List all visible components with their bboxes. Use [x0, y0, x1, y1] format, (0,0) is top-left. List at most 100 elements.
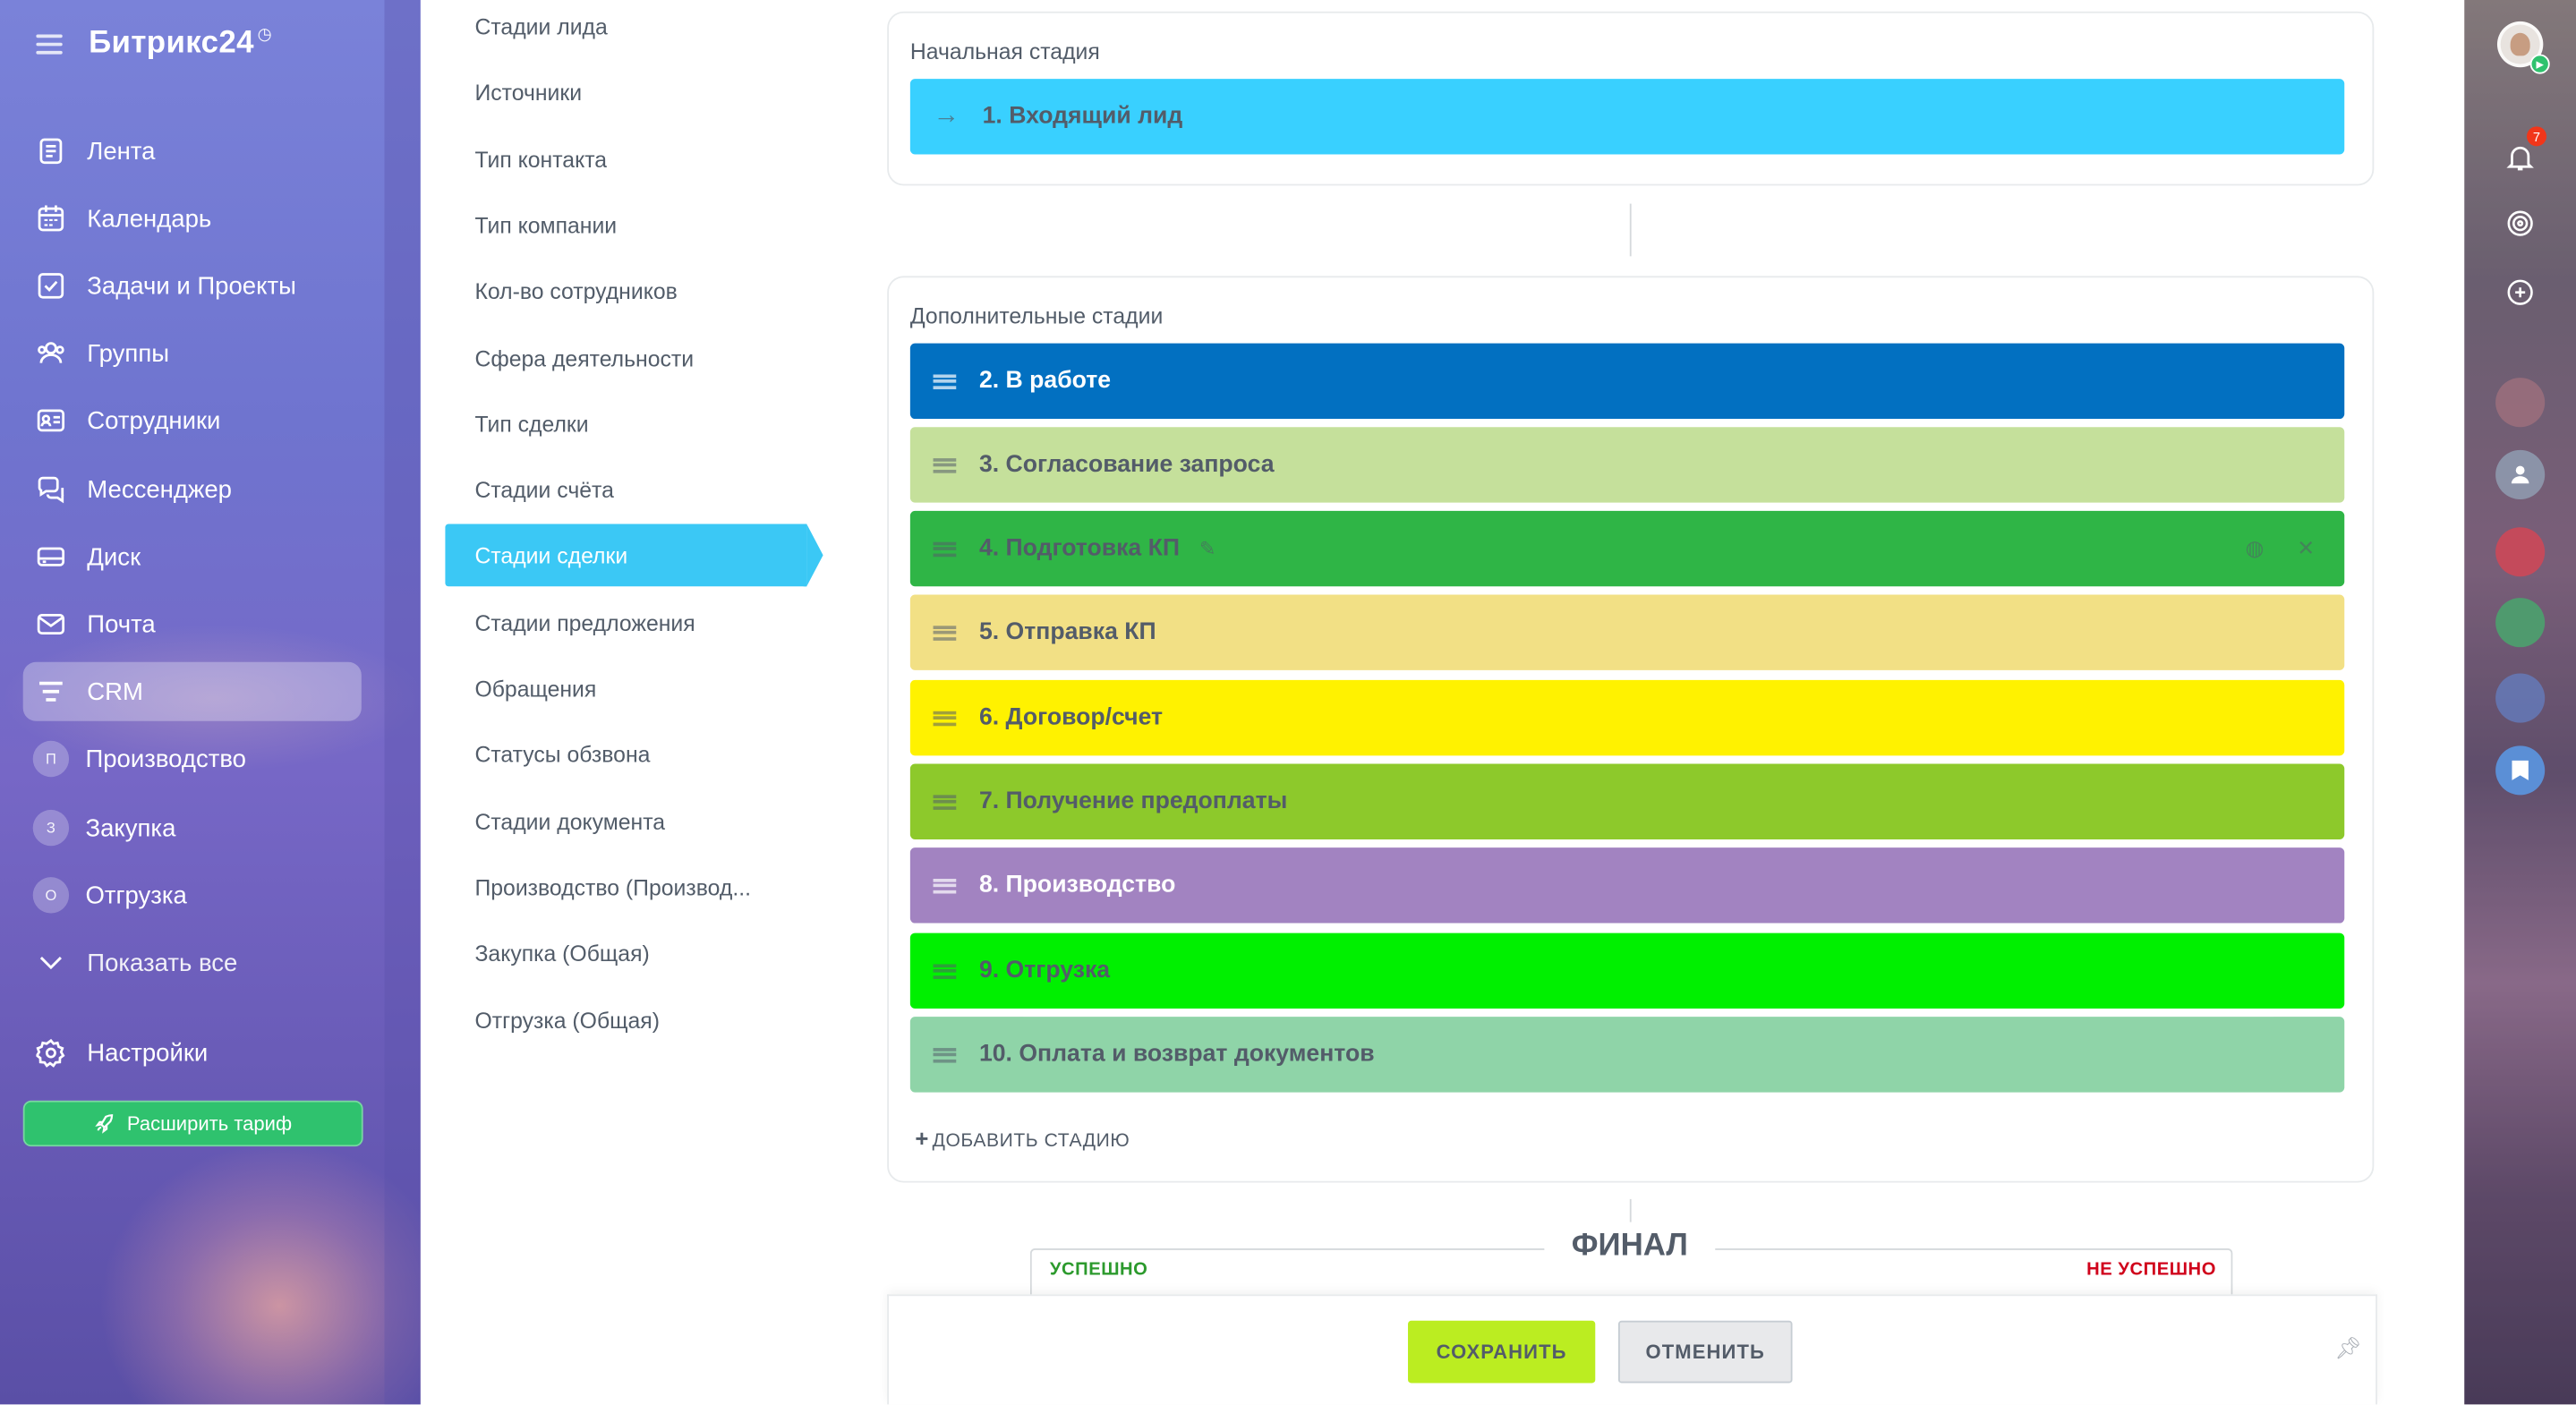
stage-label: 7. Получение предоплаты: [978, 788, 1288, 815]
nav-item-crm[interactable]: CRM: [22, 661, 362, 721]
drag-handle-icon[interactable]: [933, 625, 957, 640]
stage-label: 3. Согласование запроса: [978, 451, 1275, 479]
stages-editor: Начальная стадия → 1. Входящий лид Допол…: [854, 0, 2465, 1405]
nav-item-messenger[interactable]: Мессенджер: [23, 460, 362, 519]
nav-item-mail[interactable]: Почта: [23, 594, 362, 653]
target-icon[interactable]: [2501, 204, 2540, 243]
stage-row[interactable]: 3. Согласование запроса: [909, 427, 2345, 503]
plus-icon: +: [915, 1125, 929, 1152]
show-all-button[interactable]: Показать все: [23, 933, 362, 992]
nav-label: Сотрудники: [87, 406, 221, 435]
nav-edge: [384, 0, 421, 1405]
stage-label: 9. Отгрузка: [978, 958, 1111, 984]
nav-item-groups[interactable]: Группы: [23, 324, 362, 383]
stage-row[interactable]: → 1. Входящий лид: [909, 79, 2345, 155]
nav-item-employees[interactable]: Сотрудники: [23, 391, 362, 450]
submenu-item-requests[interactable]: Обращения: [474, 676, 597, 701]
disk-icon: [36, 542, 65, 572]
stage-row[interactable]: 5. Отправка КП: [909, 594, 2345, 670]
production-letter-icon: П: [32, 740, 70, 778]
submenu-item-quote-stages[interactable]: Стадии предложения: [474, 609, 695, 635]
menu-icon[interactable]: [36, 34, 63, 55]
section-title: Начальная стадия: [909, 39, 1100, 64]
close-icon[interactable]: ✕: [2297, 535, 2316, 560]
drag-handle-icon[interactable]: [933, 963, 957, 979]
nav-item-shipment[interactable]: О Отгрузка: [23, 865, 362, 924]
settings-button[interactable]: Настройки: [23, 1024, 362, 1083]
nav-label: Лента: [87, 137, 156, 166]
drag-handle-icon[interactable]: [933, 1047, 957, 1062]
stage-label: 1. Входящий лид: [982, 103, 1183, 131]
save-bar: СОХРАНИТЬ ОТМЕНИТЬ 📌︎: [887, 1294, 2377, 1405]
submenu-item-company-type[interactable]: Тип компании: [474, 212, 618, 238]
submenu-item-contact-type[interactable]: Тип контакта: [474, 147, 608, 172]
nav-item-disk[interactable]: Диск: [23, 527, 362, 586]
settings-label: Настройки: [87, 1038, 209, 1068]
stage-label: 4. Подготовка КП: [978, 535, 1181, 562]
chat-avatar[interactable]: [2495, 598, 2546, 648]
stage-row[interactable]: 10. Оплата и возврат документов: [909, 1017, 2345, 1093]
arrow-right-icon: →: [933, 101, 960, 131]
submenu-item-industry[interactable]: Сфера деятельности: [474, 345, 695, 370]
stage-row[interactable]: 8. Производство: [909, 847, 2345, 924]
group-chat-icon[interactable]: [2495, 449, 2546, 499]
submenu-item-lead-stages[interactable]: Стадии лида: [474, 13, 608, 39]
upgrade-tariff-button[interactable]: Расширить тариф: [22, 1100, 363, 1147]
submenu-item-shipment[interactable]: Отгрузка (Общая): [474, 1008, 660, 1033]
drag-handle-icon[interactable]: [933, 794, 957, 809]
submenu-item-deal-type[interactable]: Тип сделки: [474, 411, 589, 437]
add-stage-link[interactable]: + ДОБАВИТЬ СТАДИЮ: [915, 1125, 1130, 1151]
color-picker-icon[interactable]: ◍: [2245, 535, 2265, 560]
logo[interactable]: Битрикс24: [89, 26, 254, 61]
play-icon[interactable]: ▶: [2529, 54, 2550, 74]
background-glow: [0, 624, 421, 772]
show-all-label: Показать все: [87, 949, 238, 977]
drag-handle-icon[interactable]: [933, 457, 957, 473]
nav-item-calendar[interactable]: Календарь: [23, 189, 362, 248]
pin-icon[interactable]: 📌︎: [2334, 1335, 2362, 1360]
final-success-label: УСПЕШНО: [1049, 1259, 1148, 1280]
stage-row[interactable]: 2. В работе: [909, 343, 2345, 420]
contact-avatar[interactable]: [2495, 527, 2546, 577]
employees-icon: [36, 405, 65, 435]
stage-row[interactable]: 9. Отгрузка: [909, 932, 2345, 1009]
nav-item-purchase[interactable]: З Закупка: [23, 798, 362, 857]
drag-handle-icon[interactable]: [933, 878, 957, 893]
nav-label: Почта: [87, 609, 156, 639]
submenu-item-document-stages[interactable]: Стадии документа: [474, 808, 666, 834]
avatar-face: [2510, 32, 2530, 56]
bell-icon[interactable]: [2501, 138, 2540, 177]
stage-row[interactable]: 6. Договор/счет: [909, 679, 2345, 756]
user-avatar[interactable]: [2496, 21, 2544, 68]
bookmark-icon[interactable]: [2495, 745, 2546, 796]
contact-avatar[interactable]: [2495, 378, 2546, 428]
pencil-icon[interactable]: ✎: [1199, 537, 1216, 560]
connector-line: [1629, 203, 1632, 257]
submenu-item-deal-stages[interactable]: Стадии сделки: [445, 524, 807, 587]
stage-row[interactable]: 7. Получение предоплаты: [909, 763, 2345, 839]
clock-icon: ◷: [257, 25, 272, 44]
chat-avatar[interactable]: [2495, 673, 2546, 723]
nav-item-tasks[interactable]: Задачи и Проекты: [23, 256, 362, 315]
drag-handle-icon[interactable]: [933, 710, 957, 726]
stage-row[interactable]: 4. Подготовка КП ✎ ◍ ✕: [909, 510, 2345, 587]
cancel-button[interactable]: ОТМЕНИТЬ: [1617, 1320, 1793, 1384]
submenu-item-invoice-stages[interactable]: Стадии счёта: [474, 477, 614, 502]
stage-label: 6. Договор/счет: [978, 704, 1164, 731]
submenu-item-call-statuses[interactable]: Статусы обзвона: [474, 741, 651, 767]
mail-icon: [36, 609, 65, 639]
drag-handle-icon[interactable]: [933, 373, 957, 389]
submenu-item-production[interactable]: Производство (Производ...: [474, 874, 751, 899]
stage-label: 5. Отправка КП: [978, 618, 1156, 646]
nav-label: Задачи и Проекты: [87, 271, 296, 300]
nav-item-feed[interactable]: Лента: [23, 122, 362, 181]
crm-settings-menu: Стадии лида Источники Тип контакта Тип к…: [420, 0, 855, 1405]
chat-search-icon[interactable]: [2501, 273, 2540, 312]
submenu-item-purchase[interactable]: Закупка (Общая): [474, 940, 650, 966]
nav-item-production[interactable]: П Производство: [23, 729, 362, 788]
drag-handle-icon[interactable]: [933, 541, 957, 557]
submenu-item-employee-count[interactable]: Кол-во сотрудников: [474, 278, 678, 303]
save-button[interactable]: СОХРАНИТЬ: [1408, 1320, 1596, 1384]
background-glow: [98, 1141, 421, 1405]
submenu-item-sources[interactable]: Источники: [474, 80, 583, 105]
